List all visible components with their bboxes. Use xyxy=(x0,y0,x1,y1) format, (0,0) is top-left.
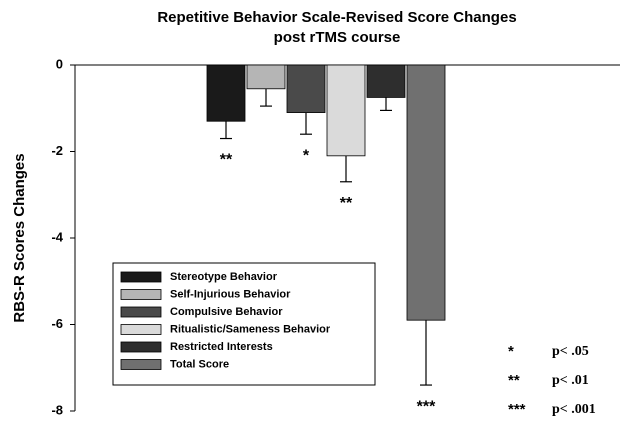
bar xyxy=(406,64,446,321)
significance-label: ** xyxy=(220,152,233,169)
chart-title: Repetitive Behavior Scale-Revised Score … xyxy=(157,9,516,26)
chart-title: post rTMS course xyxy=(274,29,401,46)
note-label: p< .001 xyxy=(552,402,596,417)
legend-swatch xyxy=(120,289,162,300)
legend-swatch xyxy=(120,359,162,370)
y-tick-label: -2 xyxy=(51,143,63,158)
legend-swatch xyxy=(120,271,162,283)
legend-label: Ritualistic/Sameness Behavior xyxy=(170,323,331,335)
legend-label: Restricted Interests xyxy=(170,341,273,353)
note-symbol: * xyxy=(508,343,514,360)
bar xyxy=(206,64,246,122)
note-symbol: ** xyxy=(508,372,520,389)
bar xyxy=(326,64,366,157)
y-tick-label: -4 xyxy=(51,229,63,244)
y-axis-label: RBS-R Scores Changes xyxy=(11,153,28,322)
y-tick-label: 0 xyxy=(56,56,63,71)
bar xyxy=(246,64,286,90)
legend-swatch xyxy=(120,324,162,335)
legend-label: Stereotype Behavior xyxy=(170,271,278,283)
legend-label: Compulsive Behavior xyxy=(170,306,283,318)
significance-label: * xyxy=(303,147,310,164)
note-label: p< .01 xyxy=(552,373,589,388)
note-symbol: *** xyxy=(508,401,526,418)
legend-swatch xyxy=(120,341,162,353)
legend-label: Total Score xyxy=(170,358,229,370)
y-tick-label: -6 xyxy=(51,316,63,331)
legend-swatch xyxy=(120,306,162,318)
bar xyxy=(286,64,326,113)
y-tick-label: -8 xyxy=(51,402,63,417)
note-label: p< .05 xyxy=(552,344,589,359)
significance-label: ** xyxy=(340,195,353,212)
significance-label: *** xyxy=(417,398,436,415)
bar xyxy=(366,64,406,98)
legend-label: Self-Injurious Behavior xyxy=(170,288,291,300)
